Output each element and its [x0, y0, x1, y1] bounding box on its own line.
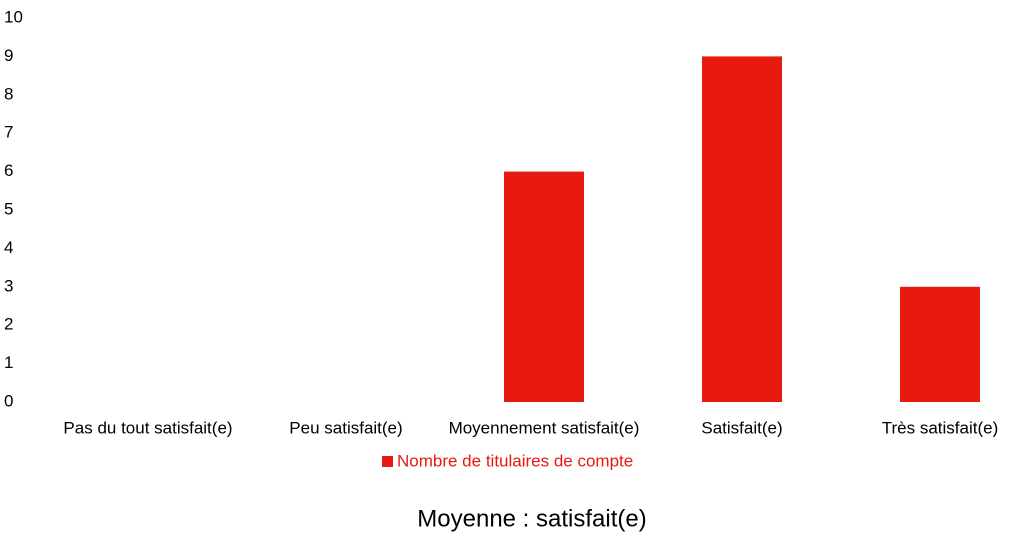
- y-tick-label: 0: [4, 391, 13, 410]
- x-tick-label: Satisfait(e): [701, 418, 782, 437]
- caption: Moyenne : satisfait(e): [417, 505, 646, 532]
- y-tick-label: 5: [4, 199, 13, 218]
- x-tick-label: Pas du tout satisfait(e): [63, 418, 232, 437]
- y-tick-label: 9: [4, 46, 13, 65]
- y-tick-label: 6: [4, 161, 13, 180]
- y-tick-label: 1: [4, 353, 13, 372]
- bar: [504, 171, 584, 402]
- x-tick-label: Peu satisfait(e): [289, 418, 402, 437]
- bar: [702, 56, 782, 403]
- bar: [900, 286, 980, 402]
- y-tick-label: 7: [4, 123, 13, 142]
- x-tick-label: Très satisfait(e): [882, 418, 999, 437]
- y-tick-label: 8: [4, 84, 13, 103]
- legend-text: Nombre de titulaires de compte: [397, 451, 633, 470]
- x-tick-label: Moyennement satisfait(e): [449, 418, 640, 437]
- y-tick-label: 4: [4, 238, 13, 257]
- y-tick-label: 10: [4, 7, 23, 26]
- y-tick-label: 3: [4, 276, 13, 295]
- legend-swatch: [382, 456, 393, 467]
- y-tick-label: 2: [4, 315, 13, 334]
